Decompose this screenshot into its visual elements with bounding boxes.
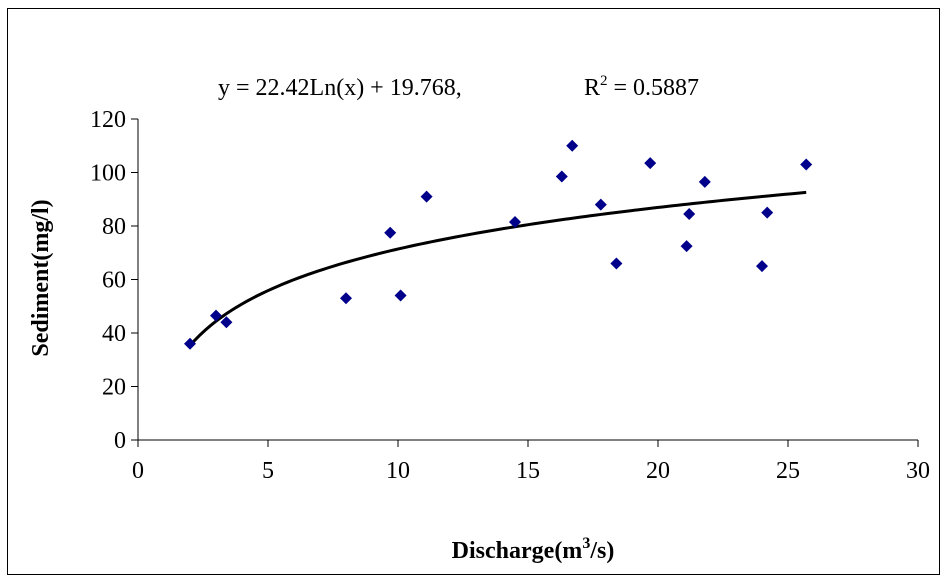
y-axis-label: Sediment(mg/l) (28, 199, 54, 356)
y-tick-label: 80 (102, 214, 126, 240)
data-point (610, 257, 623, 270)
data-point (644, 157, 657, 170)
x-tick-label: 25 (776, 458, 800, 484)
data-points (184, 139, 813, 350)
equation-label: y = 22.42Ln(x) + 19.768, (218, 75, 462, 101)
x-tick-label: 30 (906, 458, 930, 484)
data-point (340, 292, 352, 305)
y-tick-label: 20 (102, 375, 126, 401)
y-tick-label: 120 (90, 107, 126, 133)
data-point (184, 337, 196, 350)
data-point (555, 170, 568, 183)
data-point (509, 215, 521, 228)
y-tick-label: 40 (102, 321, 126, 347)
data-point (800, 158, 813, 171)
data-point (384, 226, 397, 239)
data-point (566, 139, 579, 152)
y-tick-label: 60 (102, 268, 126, 294)
data-point (761, 206, 774, 219)
data-point (394, 289, 407, 302)
r2-label: R2 = 0.5887 (584, 73, 699, 101)
x-tick-label: 15 (516, 458, 540, 484)
data-point (420, 190, 433, 203)
x-tick-label: 10 (386, 458, 410, 484)
x-tick-label: 5 (262, 458, 274, 484)
x-tick-label: 20 (646, 458, 670, 484)
data-point (698, 175, 711, 188)
y-tick-label: 100 (90, 161, 126, 187)
data-point (756, 260, 768, 273)
data-point (220, 316, 233, 329)
data-point (683, 207, 696, 220)
data-point (680, 240, 693, 253)
axes (137, 119, 918, 441)
y-ticks: 0 20 40 60 80 100 120 (90, 107, 138, 454)
x-axis-label: Discharge(m3/s) (452, 535, 615, 564)
x-tick-label: 0 (132, 458, 144, 484)
trendline (188, 190, 807, 347)
data-point (594, 198, 607, 211)
data-point (210, 309, 222, 322)
y-tick-label: 0 (114, 428, 126, 454)
chart-frame (7, 8, 940, 575)
x-ticks: 0 5 10 15 20 25 30 (132, 440, 930, 484)
